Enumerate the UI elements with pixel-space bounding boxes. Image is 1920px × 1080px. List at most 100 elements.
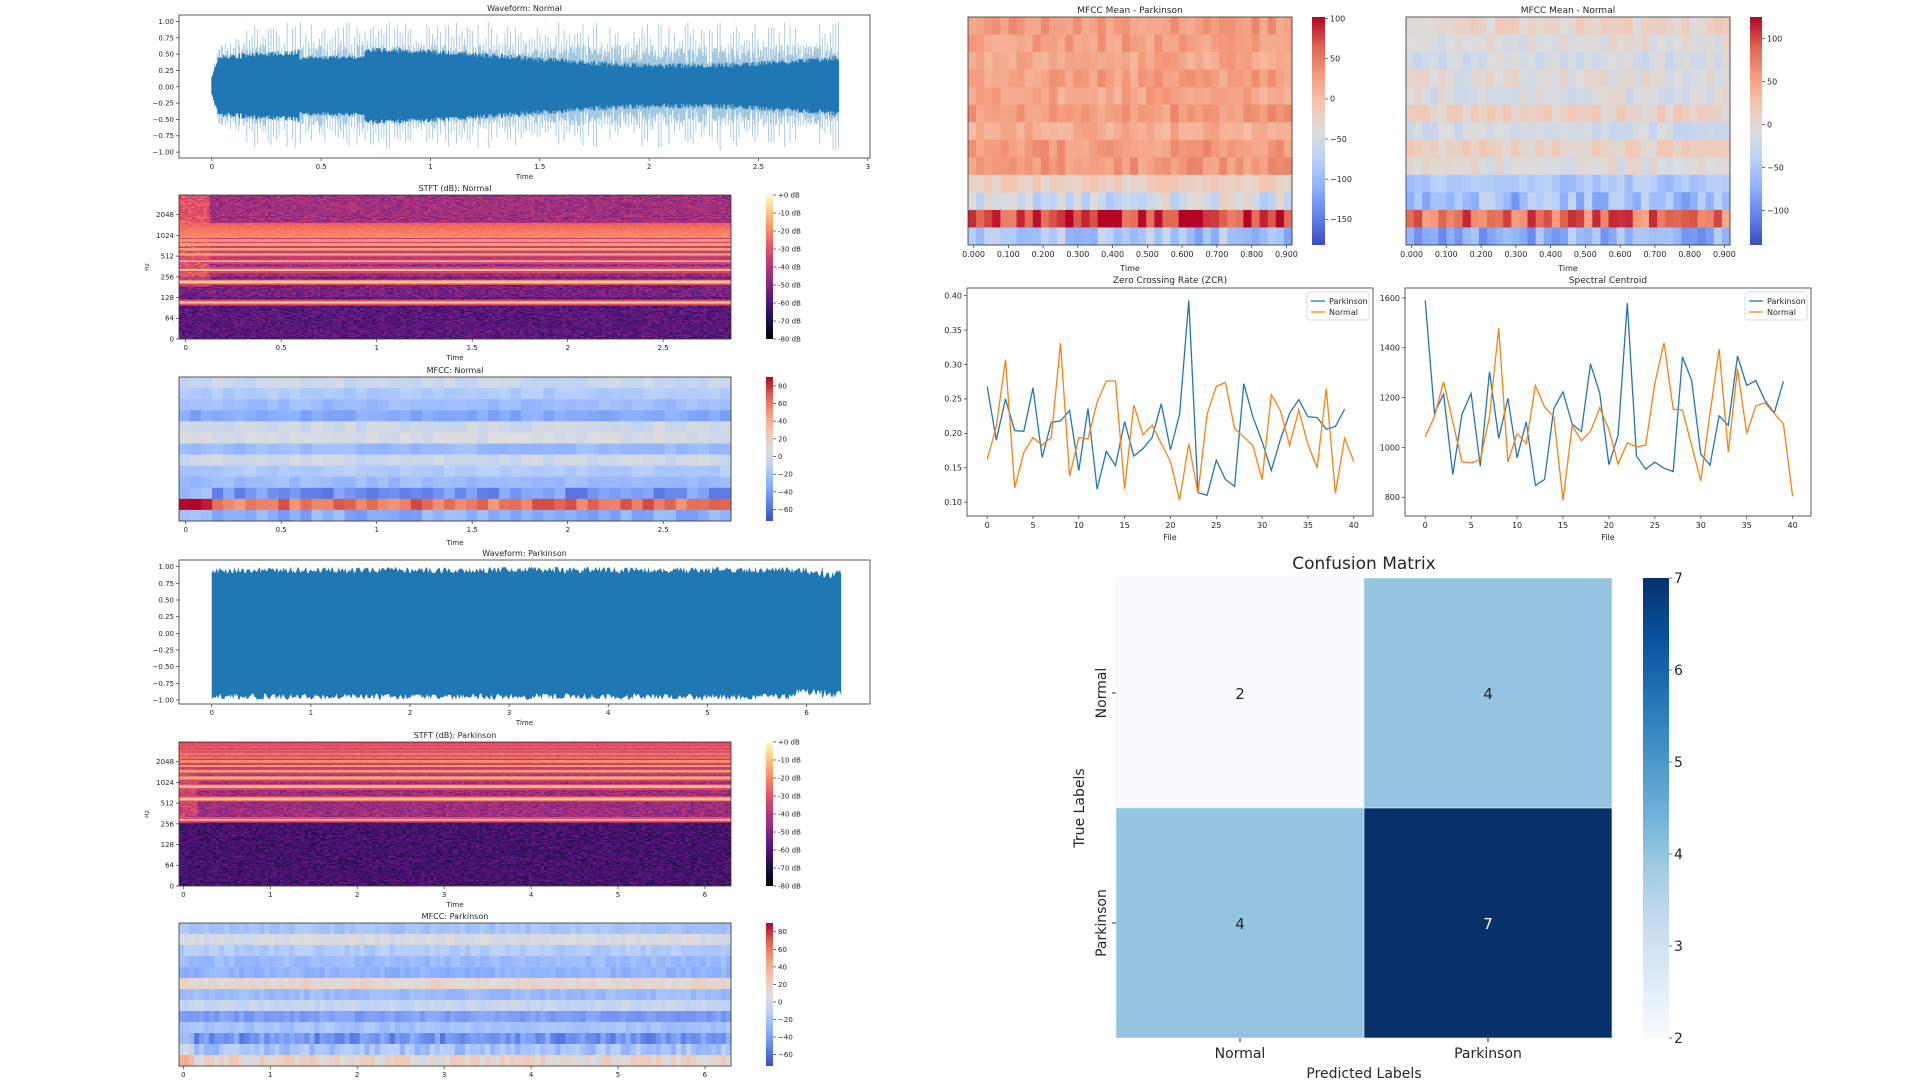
- heatmap-cell: [1495, 104, 1504, 123]
- heatmap-cell: [1495, 174, 1504, 193]
- heatmap-cell: [555, 978, 561, 990]
- heatmap-cell: [1600, 34, 1609, 53]
- heatmap-cell: [267, 377, 279, 389]
- heatmap-cell: [1267, 174, 1277, 193]
- heatmap-cell: [267, 399, 279, 411]
- heatmap-cell: [725, 1000, 732, 1012]
- heatmap-cell: [179, 432, 191, 444]
- heatmap-cell: [1568, 157, 1577, 176]
- heatmap-cell: [324, 1033, 330, 1045]
- heatmap-cell: [300, 388, 312, 400]
- heatmap-cell: [1186, 122, 1196, 141]
- heatmap-cell: [269, 1055, 275, 1067]
- heatmap-cell: [224, 1000, 230, 1012]
- heatmap-cell: [1584, 17, 1593, 35]
- heatmap-cell: [587, 410, 599, 422]
- heatmap-cell: [444, 967, 451, 979]
- x-axis-label: Time: [445, 354, 463, 362]
- heatmap-cell: [555, 934, 561, 946]
- heatmap-cell: [660, 923, 667, 935]
- heatmap-cell: [655, 956, 662, 968]
- heatmap-cell: [1040, 139, 1050, 158]
- chart-waveform-parkinson: 0 1 2 3 4 5 61.000.750.500.250.00−0.25−0.50−0.…: [153, 549, 871, 727]
- heatmap-cell: [334, 967, 340, 979]
- heatmap-cell: [1462, 122, 1472, 141]
- heatmap-cell: [334, 989, 340, 1001]
- heatmap-cell: [477, 476, 489, 489]
- heatmap-cell: [212, 443, 224, 455]
- heatmap-cell: [1162, 69, 1171, 88]
- heatmap-cell: [1154, 104, 1163, 123]
- heatmap-cell: [609, 410, 621, 422]
- heatmap-cell: [1186, 157, 1196, 176]
- heatmap-cell: [595, 978, 601, 990]
- heatmap-cell: [1267, 209, 1277, 228]
- heatmap-cell: [465, 978, 471, 990]
- heatmap-cell: [410, 498, 423, 511]
- heatmap-cell: [992, 209, 1001, 228]
- heatmap-cell: [976, 192, 985, 211]
- heatmap-cell: [1478, 69, 1488, 88]
- heatmap-cell: [329, 1044, 335, 1056]
- heatmap-cell: [695, 978, 702, 990]
- heatmap-cell: [700, 1055, 707, 1067]
- heatmap-cell: [645, 1033, 652, 1045]
- heatmap-cell: [720, 1044, 727, 1056]
- heatmap-cell: [620, 410, 633, 422]
- heatmap-cell: [212, 509, 224, 522]
- heatmap-cell: [1178, 174, 1188, 193]
- heatmap-cell: [705, 989, 712, 1001]
- heatmap-cell: [1032, 122, 1042, 141]
- heatmap-cell: [354, 1011, 361, 1023]
- heatmap-cell: [1097, 69, 1107, 88]
- heatmap-cell: [725, 956, 732, 968]
- heatmap-cell: [394, 1055, 401, 1067]
- heatmap-cell: [194, 1044, 200, 1056]
- heatmap-cell: [686, 498, 699, 511]
- heatmap-cell: [374, 1033, 381, 1045]
- heatmap-cell: [725, 945, 732, 957]
- heatmap-cell: [665, 934, 672, 946]
- heatmap-cell: [278, 443, 290, 455]
- heatmap-cell: [355, 454, 368, 467]
- heatmap-cell: [1478, 34, 1488, 53]
- heatmap-cell: [245, 399, 257, 411]
- heatmap-cell: [1154, 34, 1163, 53]
- heatmap-cell: [1608, 139, 1617, 158]
- heatmap-cell: [1608, 17, 1617, 35]
- heatmap-cell: [278, 454, 290, 467]
- heatmap-cell: [625, 934, 632, 946]
- heatmap-cell: [560, 1044, 566, 1056]
- heatmap-cell: [324, 934, 330, 946]
- heatmap-cell: [1673, 139, 1682, 158]
- heatmap-cell: [670, 989, 677, 1001]
- heatmap-cell: [1478, 192, 1488, 211]
- heatmap-cell: [1673, 209, 1682, 228]
- heatmap-cell: [600, 956, 606, 968]
- heatmap-cell: [535, 945, 541, 957]
- heatmap-cell: [311, 410, 323, 422]
- heatmap-cell: [1251, 69, 1260, 88]
- heatmap-cell: [1089, 87, 1098, 106]
- heatmap-cell: [570, 989, 576, 1001]
- heatmap-cell: [1032, 227, 1042, 246]
- x-tick-label: 0.500: [1574, 250, 1597, 259]
- heatmap-cell: [212, 377, 224, 389]
- heatmap-cell: [984, 104, 993, 123]
- heatmap-cell: [284, 1033, 290, 1045]
- heatmap-cell: [389, 1011, 396, 1023]
- heatmap-cell: [256, 487, 268, 500]
- x-tick-label: 4: [529, 1071, 534, 1079]
- heatmap-cell: [1073, 52, 1082, 71]
- colorbar-tick-label: −40: [778, 1033, 793, 1041]
- heatmap-cell: [1154, 17, 1163, 35]
- heatmap-cell: [1649, 104, 1658, 123]
- heatmap-cell: [1568, 17, 1577, 35]
- colorbar-tick-label: 60: [778, 946, 787, 954]
- heatmap-cell: [309, 1055, 315, 1067]
- x-tick-label: 0: [183, 526, 187, 534]
- heatmap-cell: [1000, 122, 1009, 141]
- heatmap-cell: [675, 476, 688, 489]
- heatmap-cell: [394, 967, 401, 979]
- heatmap-cell: [665, 1033, 672, 1045]
